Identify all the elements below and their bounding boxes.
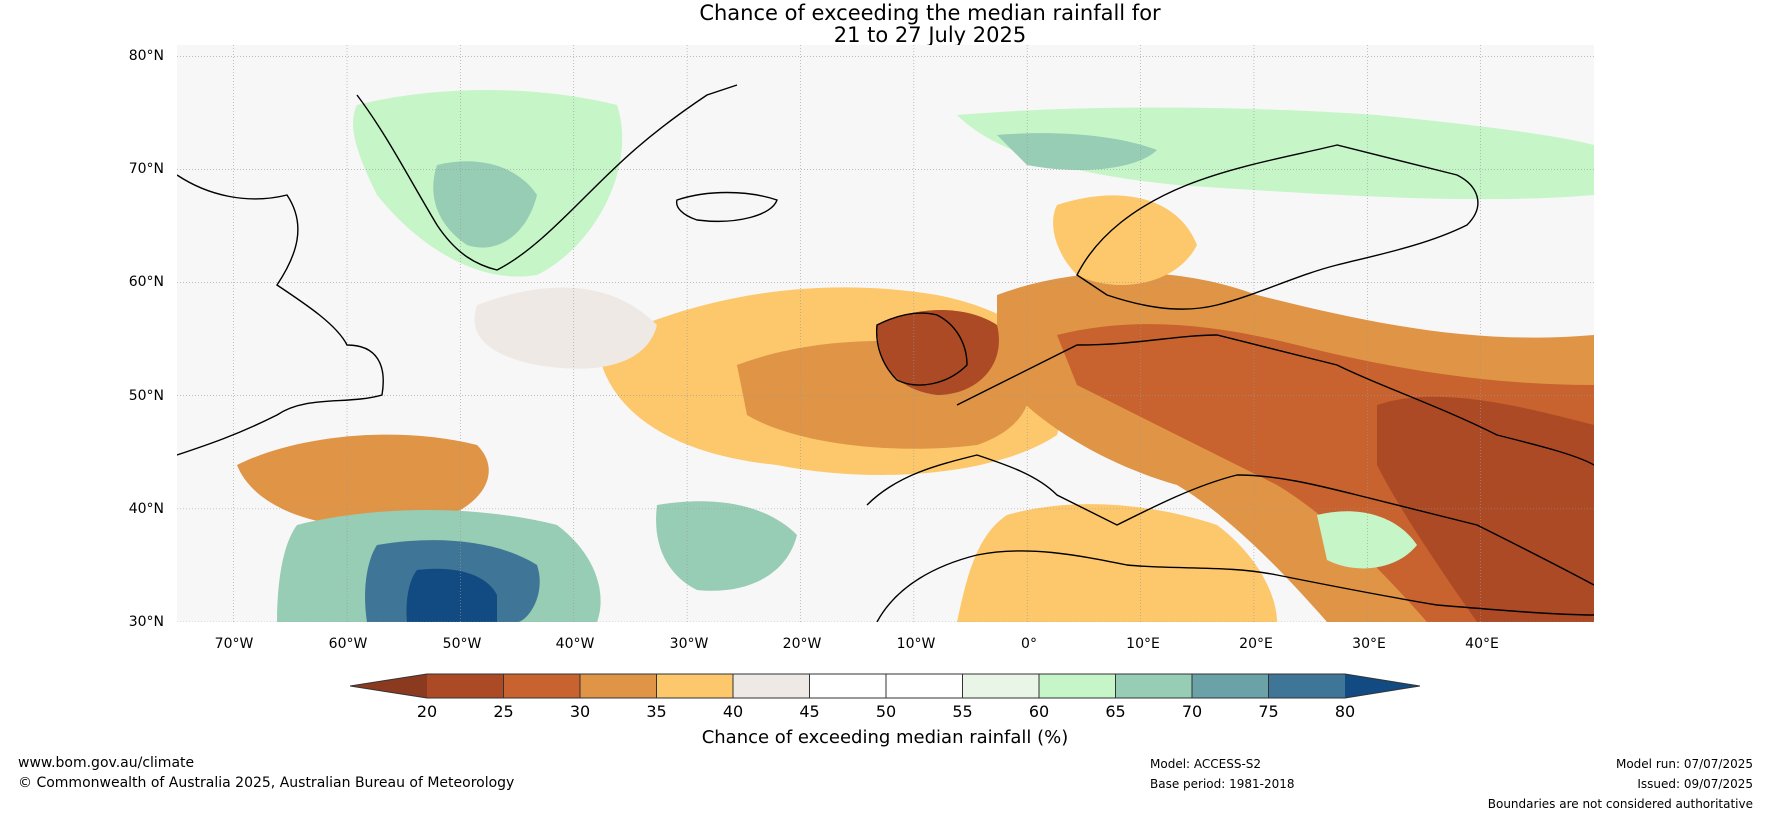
boundaries-disclaimer: Boundaries are not considered authoritat… (1487, 797, 1753, 811)
coastline-greenland (356, 84, 738, 271)
colorbar-bin (656, 674, 733, 698)
coastline-iceland (675, 191, 778, 222)
colorbar-tick: 55 (952, 702, 973, 721)
wet-region-central-atlantic (656, 501, 797, 591)
colorbar-tick: 60 (1028, 702, 1050, 721)
coastline-mediterranean (866, 454, 1594, 586)
wet-region-subtropical-peak (406, 568, 497, 622)
website-link[interactable]: www.bom.gov.au/climate (18, 755, 195, 771)
longitude-label: 30°E (1352, 636, 1386, 652)
model-run-date: Model run: 07/07/2025 (1615, 757, 1753, 771)
rainfall-map-canvas (177, 45, 1594, 622)
latitude-label: 60°N (128, 274, 164, 290)
colorbar-tick: 75 (1258, 702, 1279, 721)
colorbar-tick: 50 (875, 702, 897, 721)
wet-region-arctic-core (997, 133, 1157, 170)
longitude-label: 20°E (1239, 636, 1273, 652)
map-title-line-1: Chance of exceeding the median rainfall … (699, 1, 1161, 25)
colorbar-outline (350, 673, 1420, 699)
dry-region-west-atlantic (237, 434, 489, 528)
latitude-label: 70°N (128, 161, 164, 177)
latitude-label: 80°N (128, 48, 164, 64)
colorbar-bin (962, 674, 1039, 698)
longitude-label: 60°W (328, 636, 368, 652)
latitude-label: 30°N (128, 614, 164, 630)
colorbar-tick: 40 (722, 702, 744, 721)
latitude-label: 50°N (128, 388, 164, 404)
colorbar-tick: 80 (1334, 702, 1356, 721)
colorbar-bin (503, 674, 580, 698)
wet-region-arctic (957, 107, 1594, 200)
colorbar-bin (1039, 674, 1116, 698)
longitude-label: 40°W (555, 636, 595, 652)
dry-region-britain (877, 310, 999, 395)
colorbar-bin (733, 674, 810, 698)
colorbar-bin (427, 674, 504, 698)
colorbar-low-extension (350, 674, 427, 698)
colorbar-bin (809, 674, 886, 698)
coastline-scandinavia (1076, 144, 1479, 310)
colorbar-bin (1192, 674, 1269, 698)
issued-date: Issued: 09/07/2025 (1637, 777, 1753, 791)
model-name: Model: ACCESS-S2 (1150, 757, 1262, 771)
longitude-label: 30°W (669, 636, 709, 652)
dry-region-scandinavia (1053, 195, 1197, 285)
colorbar-label: Chance of exceeding median rainfall (%) (701, 727, 1069, 748)
colorbar-tick: 20 (416, 702, 438, 721)
longitude-label: 50°W (442, 636, 482, 652)
colorbar-tick: 45 (799, 702, 820, 721)
colorbar-bin (1115, 674, 1192, 698)
map-title-line-2: 21 to 27 July 2025 (833, 23, 1027, 47)
colorbar (350, 673, 1420, 699)
colorbar-bin (886, 674, 963, 698)
colorbar-tick: 25 (493, 702, 514, 721)
wet-region-greenland-core (433, 161, 537, 248)
base-period: Base period: 1981-2018 (1150, 777, 1295, 791)
coastline-canada (177, 174, 384, 456)
colorbar-bin (1268, 674, 1345, 698)
colorbar-dividers (503, 674, 1269, 698)
colorbar-tick: 65 (1105, 702, 1126, 721)
longitude-label: 20°W (782, 636, 822, 652)
longitude-label: 10°W (896, 636, 936, 652)
longitude-label: 10°E (1126, 636, 1160, 652)
neutral-region (474, 287, 657, 369)
colorbar-tick: 35 (646, 702, 667, 721)
latitude-label: 40°N (128, 501, 164, 517)
coastline-north-africa (876, 550, 1594, 622)
rainfall-map (177, 45, 1594, 622)
longitude-label: 40°E (1465, 636, 1499, 652)
coastline-britain (875, 312, 968, 386)
colorbar-tick: 70 (1181, 702, 1203, 721)
wet-region-mediterranean (1317, 511, 1417, 569)
copyright-notice: © Commonwealth of Australia 2025, Austra… (18, 775, 515, 791)
colorbar-high-extension (1345, 674, 1420, 698)
longitude-label: 70°W (214, 636, 254, 652)
colorbar-bin (580, 674, 657, 698)
dry-region-eastern-core (1377, 396, 1594, 622)
longitude-label: 0° (1021, 636, 1037, 652)
colorbar-tick: 30 (569, 702, 591, 721)
coastline-mainland-europe (956, 334, 1594, 466)
